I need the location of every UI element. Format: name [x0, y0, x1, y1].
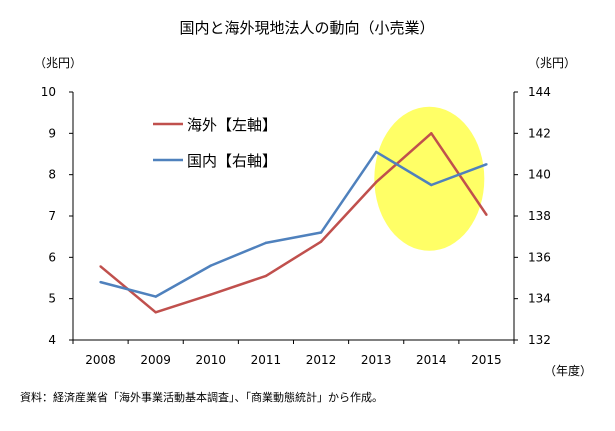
- data-point: [99, 280, 102, 284]
- x-tick-label: 2014: [416, 353, 447, 367]
- data-point: [374, 180, 378, 184]
- x-tick-label: 2010: [196, 353, 227, 367]
- y-left-tick-label: 7: [48, 209, 56, 223]
- data-point: [209, 293, 213, 296]
- y-right-tick-label: 134: [528, 292, 551, 306]
- y-right-tick-label: 144: [528, 85, 551, 99]
- data-point: [264, 241, 268, 245]
- y-left-tick-label: 9: [48, 126, 56, 140]
- data-point: [99, 265, 102, 268]
- y-right-tick-label: 140: [528, 168, 551, 182]
- y-left-axis-unit: （兆円）: [34, 56, 82, 70]
- data-point: [430, 132, 433, 135]
- data-point: [319, 231, 323, 234]
- data-point: [209, 264, 213, 267]
- data-point: [374, 150, 378, 154]
- y-right-tick-label: 142: [528, 126, 551, 140]
- x-tick-label: 2008: [85, 353, 116, 367]
- x-tick-label: 2013: [361, 353, 392, 367]
- y-left-tick-label: 10: [41, 85, 56, 99]
- data-point: [154, 295, 157, 298]
- data-point: [485, 213, 488, 216]
- y-right-tick-label: 132: [528, 333, 551, 347]
- data-point: [319, 240, 323, 243]
- x-tick-label: 2012: [306, 353, 337, 367]
- x-tick-label: 2009: [140, 353, 171, 367]
- y-left-tick-label: 6: [48, 250, 56, 264]
- y-left-tick-label: 4: [48, 333, 56, 347]
- legend-label: 海外【左軸】: [187, 116, 277, 134]
- chart-source-note: 資料：経済産業省「海外事業活動基本調査」、「商業動態統計」から作成。: [20, 390, 383, 404]
- y-left-tick-label: 5: [48, 292, 56, 306]
- y-right-tick-label: 136: [528, 250, 551, 264]
- data-point: [264, 274, 268, 278]
- x-tick-label: 2011: [251, 353, 282, 367]
- y-left-tick-label: 8: [48, 168, 56, 182]
- x-axis-unit: （年度）: [544, 363, 592, 378]
- y-right-tick-label: 138: [528, 209, 551, 223]
- legend-label: 国内【右軸】: [187, 152, 277, 170]
- x-tick-label: 2015: [471, 353, 502, 367]
- data-point: [154, 311, 157, 314]
- highlight-ellipse: [374, 106, 485, 251]
- series-line-overseas: [99, 132, 488, 314]
- data-point: [485, 163, 488, 166]
- data-point: [430, 183, 433, 187]
- chart-title: 国内と海外現地法人の動向（小売業）: [179, 19, 434, 37]
- series-line-domestic: [100, 150, 487, 298]
- y-right-axis-unit: （兆円）: [528, 56, 576, 70]
